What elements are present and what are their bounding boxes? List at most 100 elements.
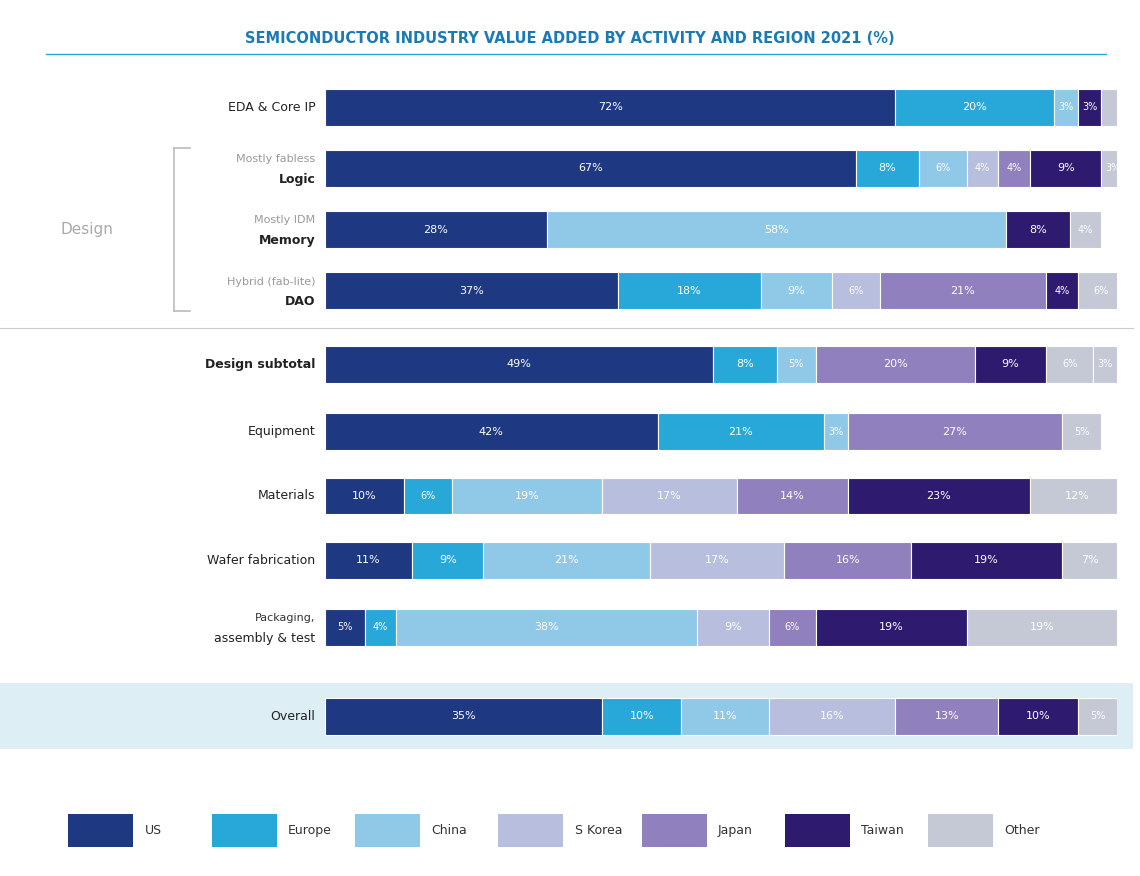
Text: 6%: 6% [935, 164, 951, 173]
Bar [412, 541, 483, 578]
Text: S Korea: S Korea [575, 824, 622, 837]
Bar [325, 413, 658, 450]
Text: 18%: 18% [677, 286, 702, 296]
Text: 4%: 4% [1078, 224, 1093, 235]
Bar [768, 698, 895, 735]
Text: 21%: 21% [951, 286, 975, 296]
Bar [618, 272, 760, 309]
Text: 72%: 72% [597, 102, 622, 112]
Text: 16%: 16% [820, 711, 845, 721]
Text: DAO: DAO [285, 295, 316, 308]
Bar [325, 272, 618, 309]
Bar [967, 150, 999, 187]
Text: 6%: 6% [784, 623, 800, 632]
Text: 3%: 3% [1082, 102, 1097, 112]
Bar [856, 150, 919, 187]
Bar [1045, 346, 1093, 383]
Bar [1061, 541, 1117, 578]
Text: 10%: 10% [352, 491, 377, 501]
Bar [1093, 346, 1117, 383]
Text: China: China [431, 824, 467, 837]
Text: 5%: 5% [1090, 711, 1105, 721]
Text: 28%: 28% [423, 224, 448, 235]
Text: Design: Design [60, 223, 114, 237]
Bar [404, 477, 451, 514]
Text: assembly & test: assembly & test [214, 632, 316, 645]
Bar [784, 541, 911, 578]
Bar [824, 413, 848, 450]
Bar [325, 541, 412, 578]
Text: 4%: 4% [1054, 286, 1069, 296]
Text: 20%: 20% [884, 359, 907, 370]
Text: 21%: 21% [554, 555, 579, 565]
Text: 9%: 9% [1057, 164, 1075, 173]
Text: Mostly fabless: Mostly fabless [236, 154, 316, 164]
Text: 3%: 3% [1106, 164, 1121, 173]
Bar [848, 413, 1061, 450]
Text: 19%: 19% [879, 623, 904, 632]
Text: 5%: 5% [337, 623, 352, 632]
Bar [1101, 150, 1125, 187]
Text: 42%: 42% [479, 427, 504, 436]
Bar [832, 272, 880, 309]
Text: 8%: 8% [879, 164, 896, 173]
Bar [895, 88, 1053, 125]
Bar [736, 477, 848, 514]
Bar [451, 477, 602, 514]
Text: Packaging,: Packaging, [255, 613, 316, 624]
Text: 9%: 9% [1001, 359, 1019, 370]
Bar [999, 698, 1077, 735]
Text: EDA & Core IP: EDA & Core IP [228, 101, 316, 114]
Bar [682, 698, 768, 735]
Text: 17%: 17% [705, 555, 730, 565]
Text: 38%: 38% [535, 623, 559, 632]
Bar [325, 477, 404, 514]
Bar [919, 150, 967, 187]
Text: 8%: 8% [1029, 224, 1047, 235]
Bar [1101, 88, 1117, 125]
Text: 58%: 58% [764, 224, 789, 235]
Text: 17%: 17% [657, 491, 682, 501]
Bar [1077, 272, 1125, 309]
Bar [895, 698, 999, 735]
Text: 37%: 37% [459, 286, 483, 296]
Text: Other: Other [1004, 824, 1040, 837]
Text: 6%: 6% [421, 491, 435, 501]
Text: Japan: Japan [718, 824, 752, 837]
Bar [325, 346, 714, 383]
Bar [1061, 413, 1101, 450]
Text: 6%: 6% [1093, 286, 1109, 296]
Bar [768, 609, 816, 646]
Text: 19%: 19% [1029, 623, 1054, 632]
Text: 23%: 23% [927, 491, 951, 501]
Bar [816, 346, 975, 383]
Text: 14%: 14% [780, 491, 805, 501]
Text: Wafer fabrication: Wafer fabrication [207, 554, 316, 567]
Text: 19%: 19% [514, 491, 539, 501]
Text: Materials: Materials [258, 490, 316, 502]
Text: 67%: 67% [578, 164, 603, 173]
Bar [658, 413, 824, 450]
Bar [325, 211, 547, 248]
Bar [999, 150, 1031, 187]
Text: 7%: 7% [1081, 555, 1098, 565]
Bar [848, 477, 1031, 514]
Bar [547, 211, 1007, 248]
Text: 6%: 6% [848, 286, 863, 296]
Bar [880, 272, 1045, 309]
Text: 6%: 6% [1062, 359, 1077, 370]
Text: 11%: 11% [712, 711, 738, 721]
Bar [1031, 477, 1125, 514]
Bar [714, 346, 776, 383]
Text: Mostly IDM: Mostly IDM [254, 215, 316, 225]
Text: 9%: 9% [788, 286, 805, 296]
Text: Equipment: Equipment [247, 425, 316, 438]
Text: 8%: 8% [736, 359, 754, 370]
Text: 5%: 5% [1074, 427, 1089, 436]
Text: 21%: 21% [728, 427, 754, 436]
Text: Overall: Overall [270, 710, 316, 723]
Bar [325, 698, 602, 735]
Text: 4%: 4% [373, 623, 388, 632]
Bar [760, 272, 832, 309]
Text: 12%: 12% [1065, 491, 1090, 501]
